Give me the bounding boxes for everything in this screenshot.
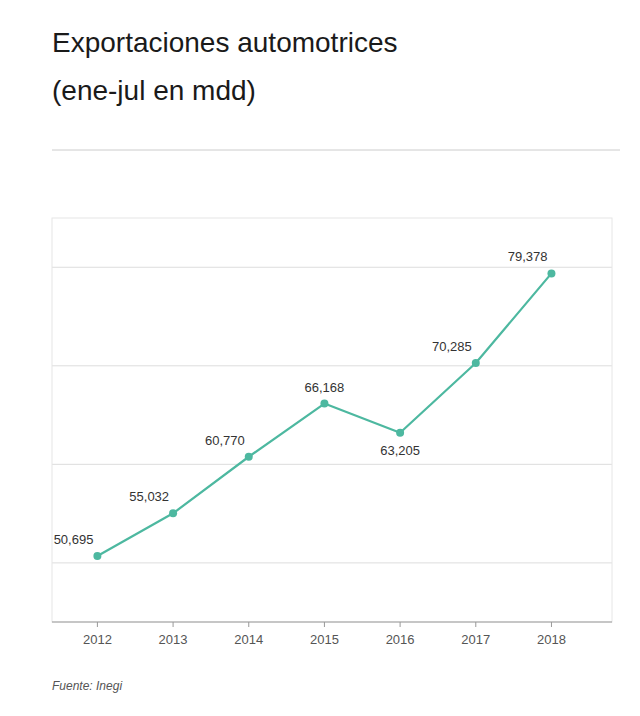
line — [97, 273, 551, 556]
x-tick — [475, 622, 476, 627]
data-label: 50,695 — [54, 532, 94, 547]
data-label: 55,032 — [129, 489, 169, 504]
source-note: Fuente: Inegi — [52, 679, 122, 693]
x-tick-label: 2012 — [83, 632, 112, 647]
grid-line — [52, 365, 612, 366]
data-label: 70,285 — [432, 339, 472, 354]
x-tick — [173, 622, 174, 627]
x-tick-label: 2016 — [386, 632, 415, 647]
marker — [93, 552, 101, 560]
marker — [169, 509, 177, 517]
data-label: 66,168 — [305, 380, 345, 395]
grid-line — [52, 464, 612, 465]
data-label: 63,205 — [380, 443, 420, 458]
data-label: 60,770 — [205, 433, 245, 448]
x-tick-label: 2018 — [537, 632, 566, 647]
marker — [472, 359, 480, 367]
subtitle: (ene-jul en mdd) — [52, 75, 256, 106]
x-tick-label: 2013 — [159, 632, 188, 647]
x-tick-label: 2014 — [234, 632, 263, 647]
x-tick — [400, 622, 401, 627]
grid-line — [52, 267, 612, 268]
marker — [320, 400, 328, 408]
x-tick-label: 2015 — [310, 632, 339, 647]
data-label: 79,378 — [508, 249, 548, 264]
separator — [52, 150, 620, 151]
x-tick — [324, 622, 325, 627]
marker — [547, 269, 555, 277]
marker — [396, 429, 404, 437]
title: Exportaciones automotrices — [52, 27, 398, 58]
x-tick — [551, 622, 552, 627]
grid-line — [52, 562, 612, 563]
plot-frame — [52, 218, 612, 622]
x-axis-line — [52, 622, 612, 623]
x-tick — [248, 622, 249, 627]
plot-area — [93, 269, 555, 560]
x-tick — [97, 622, 98, 627]
chart: Exportaciones automotrices (ene-jul en md… — [0, 0, 640, 716]
x-tick-label: 2017 — [461, 632, 490, 647]
marker — [245, 453, 253, 461]
